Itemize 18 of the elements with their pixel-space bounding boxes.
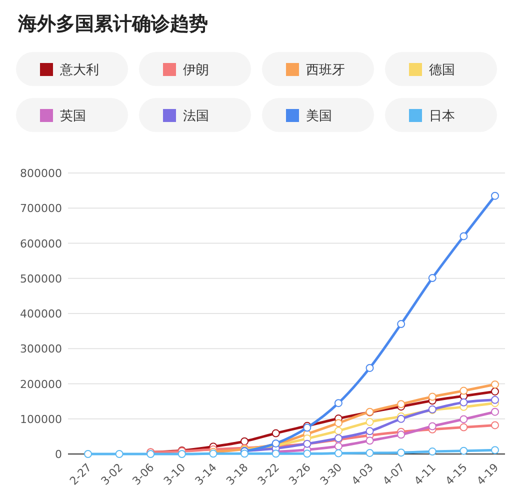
y-tick-label: 300000	[20, 342, 62, 356]
legend-label: 意大利	[59, 63, 99, 78]
legend-label: 英国	[60, 109, 86, 124]
y-tick-label: 700000	[20, 202, 62, 216]
y-tick-label: 100000	[20, 412, 62, 426]
legend-label: 美国	[306, 108, 332, 124]
y-tick-label: 200000	[20, 378, 62, 391]
legend-label: 日本	[429, 109, 455, 124]
y-tick-label: 600000	[20, 237, 62, 250]
legend-label: 法国	[183, 109, 209, 124]
legend-label: 西班牙	[306, 63, 345, 78]
y-tick-label: 500000	[20, 272, 62, 286]
chart-title: 海外多国累计确诊趋势	[17, 13, 208, 35]
y-tick-label: 400000	[20, 308, 62, 320]
legend-label: 伊朗	[183, 62, 209, 78]
y-tick-label: 800000	[20, 167, 62, 180]
y-tick-label: 0	[55, 448, 62, 461]
legend-label: 德国	[429, 63, 455, 78]
